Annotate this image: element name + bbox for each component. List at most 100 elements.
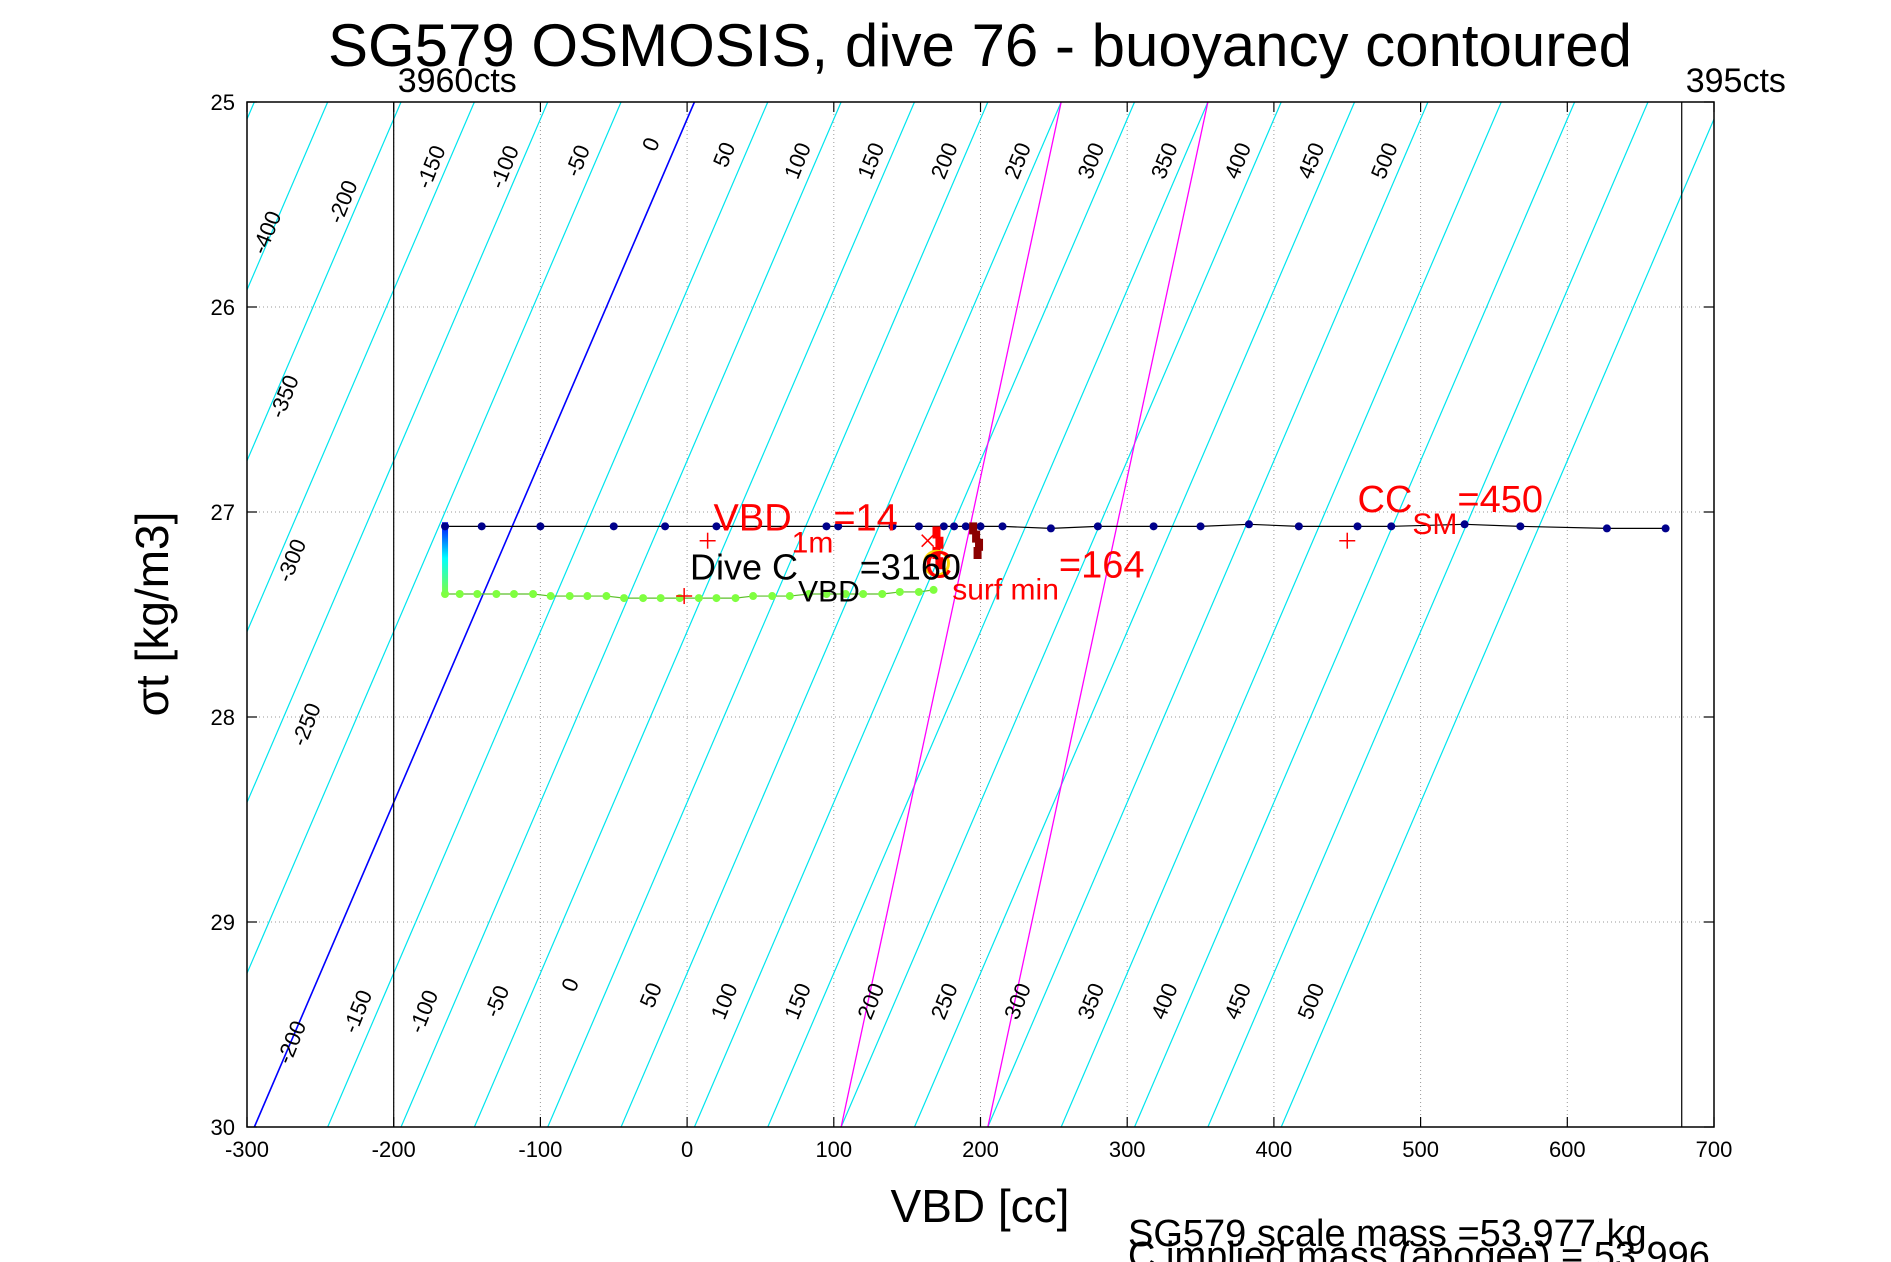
surface-marker: [975, 538, 984, 551]
contour-label: 100: [706, 979, 743, 1022]
dive-track-point: [1516, 522, 1525, 531]
dive-track-point: [477, 522, 486, 531]
contour-label: -100: [484, 142, 524, 192]
contour-label: 350: [1146, 139, 1183, 182]
contour-label: -100: [404, 986, 444, 1036]
contour-line: [987, 101, 1429, 1128]
contour-line: [246, 101, 549, 803]
climb-track-point: [804, 590, 813, 598]
dive-track-point: [536, 522, 545, 531]
contour-label: 500: [1366, 139, 1403, 182]
contour-label: 300: [999, 979, 1036, 1022]
climb-track-point: [602, 592, 611, 601]
contour-label: 400: [1219, 139, 1256, 182]
descent-segment: [442, 522, 449, 594]
y-tick-label: 26: [211, 295, 235, 320]
dive-track-point: [976, 522, 985, 531]
climb-track-point: [895, 587, 904, 596]
vertical-reference-lines: 3960cts 395cts: [393, 62, 1786, 1127]
climb-track-point: [509, 590, 518, 598]
annotation-main: CC: [1358, 479, 1413, 521]
climb-track-point: [473, 590, 482, 598]
surface-marker: [973, 547, 982, 559]
x-tick-label: 500: [1402, 1137, 1439, 1162]
dive-track-point: [939, 522, 948, 531]
contour-label: -200: [272, 1017, 312, 1067]
glider-tracks: [441, 520, 1670, 603]
climb-track-point: [914, 587, 923, 596]
contour-line: [1207, 101, 1649, 1128]
annotation-main: C: [925, 545, 952, 587]
contour-line: [400, 101, 842, 1128]
y-tick-label: 30: [211, 1115, 235, 1140]
dive-track-point: [712, 522, 721, 531]
contour-line: [547, 101, 989, 1128]
climb-track-point: [529, 590, 538, 598]
contour-line: [1280, 118, 1715, 1128]
dive-track-point: [1244, 520, 1253, 529]
contour-label: 250: [926, 979, 963, 1022]
apogee-circle-marker: [922, 549, 950, 577]
contour-line: [840, 101, 1282, 1128]
climb-track-point: [712, 594, 721, 603]
markers: [676, 522, 1356, 605]
dive-track-point: [998, 522, 1007, 531]
surface-marker: [972, 530, 981, 543]
annotation-value: =14: [833, 497, 897, 539]
contour-line: [473, 101, 916, 1128]
footer-text: SG579 scale mass =53.977 kgC implied mas…: [1128, 1213, 1710, 1262]
dive-track-point: [1196, 522, 1205, 531]
x-tick-label: 700: [1696, 1137, 1733, 1162]
dive-track-point: [822, 522, 831, 531]
contour-line: [620, 101, 1062, 1128]
contour-label: 450: [1292, 139, 1329, 182]
annotation-value: =164: [1059, 545, 1145, 587]
dive-track-point: [1093, 522, 1102, 531]
climb-track-point: [785, 592, 794, 601]
contour-label: 200: [852, 979, 889, 1022]
footer-line: C implied mass (apogee) = 53.996: [1128, 1235, 1710, 1262]
dive-track-point: [1460, 520, 1469, 529]
contour-line: [246, 101, 329, 291]
x-tick-label: 0: [681, 1137, 693, 1162]
contour-line: [693, 101, 1136, 1128]
climb-track-point: [656, 594, 665, 603]
magenta-contour-line: [840, 101, 1062, 1128]
contour-line: [1133, 101, 1576, 1128]
y-tick-label: 29: [211, 910, 235, 935]
dive-track-point: [961, 522, 970, 531]
climb-track-point: [694, 594, 703, 603]
y-axis-label: σt [kg/m3]: [126, 512, 178, 717]
x-tick-label: -100: [518, 1137, 562, 1162]
reference-line-label: 3960cts: [398, 62, 517, 100]
chart-title: SG579 OSMOSIS, dive 76 - buoyancy contou…: [328, 12, 1632, 79]
annotation-subscript: 1m: [792, 526, 834, 559]
y-tick-label: 27: [211, 500, 235, 525]
contour-label: 250: [999, 139, 1036, 182]
climb-track-point: [583, 592, 592, 601]
red-x-marker: [921, 534, 935, 548]
surface-marker: [932, 526, 941, 539]
footer-line: SG579 scale mass =53.977 kg: [1128, 1213, 1647, 1255]
contour-line: [327, 101, 769, 1128]
climb-track-point: [731, 594, 740, 603]
x-tick-label: 100: [815, 1137, 852, 1162]
dive-track-point: [950, 522, 959, 531]
contour-label: -350: [264, 371, 304, 421]
x-tick-label: 600: [1549, 1137, 1586, 1162]
dive-track-point: [441, 522, 450, 531]
dive-track-point: [1353, 522, 1362, 531]
contour-line: [246, 101, 475, 632]
dive-track-point: [914, 522, 923, 531]
x-tick-label: -300: [225, 1137, 269, 1162]
contour-label: -200: [323, 177, 363, 227]
surface-marker: [932, 547, 941, 559]
dive-track-point: [1602, 524, 1611, 533]
contour-line: [246, 101, 255, 120]
contour-lines: [246, 101, 1715, 1128]
x-tick-label: 400: [1256, 1137, 1293, 1162]
climb-track-point: [859, 590, 868, 598]
x-axis-label: VBD [cc]: [891, 1180, 1070, 1232]
